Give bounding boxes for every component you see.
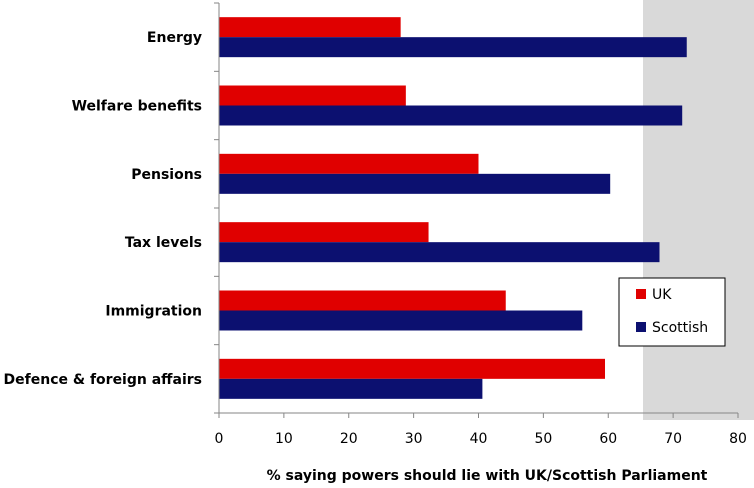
legend-label-scottish: Scottish [652, 320, 708, 336]
category-label-tax-levels: Tax levels [125, 235, 202, 251]
x-tick-label: 0 [215, 431, 224, 447]
bar-uk-tax-levels [219, 222, 429, 243]
x-tick-label: 60 [599, 431, 617, 447]
legend: UK Scottish [618, 277, 726, 347]
bar-scottish-defence-foreign-affairs [219, 378, 483, 399]
category-label-immigration: Immigration [105, 304, 202, 320]
category-labels-group: Energy Welfare benefits Pensions Tax levels… [4, 30, 202, 388]
x-tick-label: 70 [664, 431, 682, 447]
bar-uk-pensions [219, 153, 479, 174]
x-tick-label: 50 [534, 431, 552, 447]
x-axis-label: % saying powers should lie with UK/Scott… [267, 468, 708, 484]
y-ticks-group [214, 2, 219, 414]
x-tick-label: 20 [340, 431, 358, 447]
bar-scottish-pensions [219, 173, 611, 194]
bar-scottish-welfare-benefits [219, 105, 683, 126]
legend-swatch-uk [636, 289, 646, 299]
bar-uk-immigration [219, 290, 506, 311]
x-ticks-group: 0 10 20 30 40 50 60 70 80 [215, 413, 747, 447]
category-label-energy: Energy [147, 30, 202, 46]
category-label-pensions: Pensions [131, 167, 202, 183]
bar-uk-welfare-benefits [219, 85, 406, 106]
bar-scottish-immigration [219, 310, 583, 331]
bar-uk-energy [219, 17, 401, 38]
x-tick-label: 10 [275, 431, 293, 447]
x-tick-label: 40 [470, 431, 488, 447]
category-label-defence-foreign-affairs: Defence & foreign affairs [4, 372, 202, 388]
legend-label-uk: UK [652, 287, 672, 303]
bars-group [219, 17, 687, 399]
bar-scottish-energy [219, 37, 687, 58]
bar-scottish-tax-levels [219, 242, 660, 263]
right-shaded-panel [643, 0, 754, 420]
bar-uk-defence-foreign-affairs [219, 358, 606, 379]
category-label-welfare-benefits: Welfare benefits [72, 99, 202, 115]
legend-swatch-scottish [636, 322, 646, 332]
x-tick-label: 80 [729, 431, 747, 447]
x-tick-label: 30 [405, 431, 423, 447]
